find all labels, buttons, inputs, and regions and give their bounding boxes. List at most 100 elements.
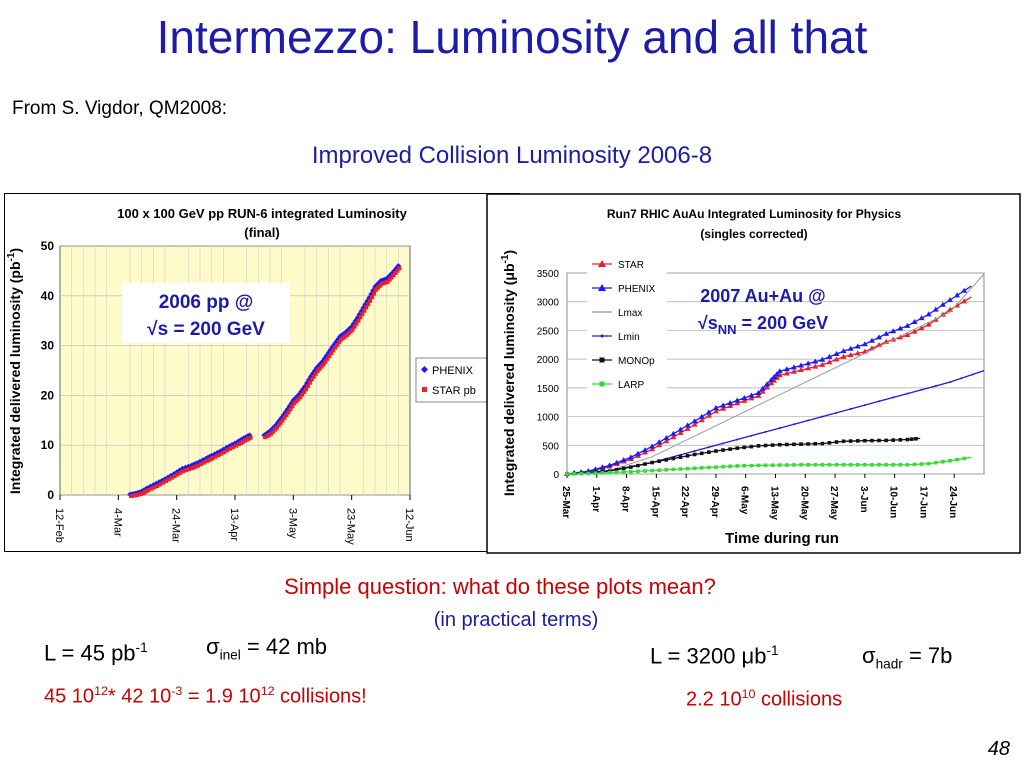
star-point xyxy=(368,298,373,303)
auau-run7-luminosity-chart: Run7 RHIC AuAu Integrated Luminosity for… xyxy=(486,193,1021,554)
larp-point xyxy=(919,462,924,466)
star-point xyxy=(805,365,812,371)
star-point xyxy=(649,446,656,452)
y-tick-label: 3500 xyxy=(537,269,560,280)
monop-point xyxy=(614,467,619,472)
lmin-point xyxy=(807,419,810,422)
star-point xyxy=(305,384,310,389)
phenix-point xyxy=(755,390,762,396)
larp-point xyxy=(721,464,725,469)
star-point xyxy=(164,479,168,484)
star-point xyxy=(748,395,755,401)
lmin-point xyxy=(835,411,838,414)
y-tick-label: 20 xyxy=(41,388,55,402)
phenix-point xyxy=(663,435,670,441)
star-point xyxy=(307,380,312,385)
phenix-point xyxy=(854,343,861,349)
x-tick-label: 12-Feb xyxy=(53,508,65,543)
star-point xyxy=(274,425,279,430)
y-tick-label: 3000 xyxy=(537,298,560,309)
star-point xyxy=(734,400,741,406)
phenix-point xyxy=(918,315,925,321)
star-point xyxy=(201,460,206,465)
lmin-point xyxy=(778,427,781,430)
lmin-point xyxy=(863,404,866,407)
lmin-point xyxy=(948,381,951,384)
monop-point xyxy=(891,438,896,442)
phenix-point xyxy=(620,457,627,463)
monop-point xyxy=(629,465,633,469)
larp-point xyxy=(955,457,959,462)
star-point xyxy=(319,364,324,369)
star-point xyxy=(826,359,833,365)
phenix-point xyxy=(727,399,734,405)
phenix-point xyxy=(925,311,932,317)
star-point xyxy=(691,421,698,427)
phenix-point xyxy=(847,345,854,351)
star-point xyxy=(698,417,705,423)
larp-point xyxy=(863,463,867,467)
x-tick-label: 22-Apr xyxy=(679,486,690,518)
phenix-point xyxy=(911,319,918,325)
y-tick-label: 10 xyxy=(41,438,55,452)
monop-point xyxy=(841,439,846,444)
phenix-point xyxy=(677,426,684,432)
larp-point xyxy=(891,463,896,467)
monop-point xyxy=(806,442,810,446)
monop-point xyxy=(848,439,853,443)
larp-point xyxy=(699,466,704,470)
larp-point xyxy=(621,470,626,474)
phenix-point xyxy=(649,443,656,449)
phenix-point xyxy=(939,301,946,307)
phenix-point xyxy=(627,454,634,460)
page-number: 48 xyxy=(987,738,1010,760)
star-point xyxy=(712,408,719,414)
lmin-point xyxy=(693,450,696,453)
pp-annotation-line1: 2006 pp @ xyxy=(159,292,254,313)
phenix-point xyxy=(826,353,833,359)
star-point xyxy=(677,430,684,436)
legend-marker-lmin xyxy=(600,334,604,338)
y-tick-label: 40 xyxy=(41,289,55,303)
star-point xyxy=(741,397,748,403)
star-point xyxy=(181,469,186,474)
star-point xyxy=(216,453,221,458)
star-point xyxy=(350,327,355,332)
x-tick-label: 8-Apr xyxy=(620,486,631,512)
star-point xyxy=(282,415,287,420)
star-point xyxy=(362,308,367,313)
larp-point xyxy=(855,463,860,467)
monop-point xyxy=(898,438,903,442)
star-point xyxy=(755,392,762,398)
chart-title: Run7 RHIC AuAu Integrated Luminosity for… xyxy=(607,207,902,221)
larp-point xyxy=(614,470,619,475)
monop-point xyxy=(721,448,725,452)
star-point xyxy=(812,363,819,369)
star-point xyxy=(918,325,925,331)
larp-point xyxy=(714,465,718,469)
phenix-point xyxy=(634,450,641,456)
larp-point xyxy=(728,464,732,469)
monop-point xyxy=(756,444,761,448)
lmin-point xyxy=(821,415,824,418)
monop-point xyxy=(884,438,888,443)
star-point xyxy=(358,315,363,320)
monop-point xyxy=(863,438,867,443)
monop-point xyxy=(742,445,747,450)
star-point xyxy=(313,371,318,376)
x-tick-label: 25-Mar xyxy=(560,486,571,518)
star-point xyxy=(385,279,390,284)
star-point xyxy=(290,404,295,409)
phenix-point xyxy=(790,364,797,370)
star-point xyxy=(213,454,218,459)
star-point xyxy=(225,448,230,453)
auau-collision-calc: 2.2 1010 collisions xyxy=(686,687,843,711)
source-citation: From S. Vigdor, QM2008: xyxy=(12,98,228,119)
phenix-point xyxy=(768,376,775,382)
pp-annotation-line2: √s = 200 GeV xyxy=(147,319,265,340)
star-point xyxy=(335,342,340,347)
larp-point xyxy=(671,467,676,472)
monop-point xyxy=(763,443,768,448)
larp-point xyxy=(941,459,945,464)
phenix-point xyxy=(613,459,620,465)
